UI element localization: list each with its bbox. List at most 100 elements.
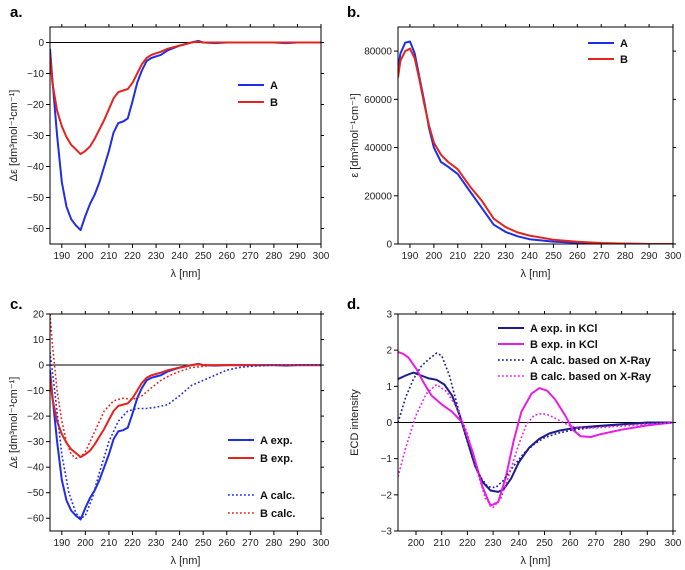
x-tick-label: 260 (218, 251, 235, 262)
legend-label: A exp. (260, 435, 293, 447)
x-tick-label: 280 (613, 538, 630, 549)
series-line-b-exp (50, 363, 321, 458)
x-tick-label: 210 (433, 538, 450, 549)
x-tick-label: 290 (289, 251, 306, 262)
y-tick-label: −50 (27, 488, 44, 499)
x-tick-label: 190 (53, 251, 70, 262)
y-tick-label: −30 (27, 437, 44, 448)
legend: A exp. B exp. A calc. B calc. (228, 435, 295, 520)
series-line-a (398, 40, 673, 244)
x-tick-label: 300 (665, 251, 682, 262)
y-tick-label: 2 (386, 346, 392, 357)
x-tick-label: 200 (77, 251, 94, 262)
x-tick-label: 260 (569, 251, 586, 262)
panel-c: c.190 200 210 220 230 240 250 260 270 280 290 30020… (8, 296, 330, 567)
legend-label: A (270, 80, 278, 92)
y-tick-label: −30 (27, 131, 44, 142)
y-tick-label: 0 (38, 361, 44, 372)
y-tick-label: 1 (386, 382, 392, 393)
y-axis-title: Δε [dm³mol⁻¹cm⁻¹] (8, 377, 20, 469)
x-tick-label: 190 (53, 538, 70, 549)
panel-a: a. 190 200 210 220 230 240 250 260 270 280 290 300 0 −… (8, 4, 330, 280)
plot-frame (397, 26, 674, 245)
x-tick-label: 260 (562, 538, 579, 549)
x-tick-label: 270 (593, 251, 610, 262)
y-tick-label: 10 (33, 335, 45, 346)
y-tick-label: −40 (27, 463, 44, 474)
x-tick-label: 200 (77, 538, 94, 549)
y-tick-label: −50 (27, 193, 44, 204)
x-tick-label: 240 (171, 251, 188, 262)
legend-label: A calc. (260, 490, 295, 502)
x-tick-label: 200 (408, 538, 425, 549)
y-tick-label: −10 (27, 69, 44, 80)
x-tick-label: 290 (289, 538, 306, 549)
x-tick-label: 220 (124, 251, 141, 262)
y-tick-label: 60000 (364, 95, 392, 106)
y-tick-label: 3 (386, 310, 392, 321)
x-tick-label: 270 (588, 538, 605, 549)
y-tick-label: −60 (27, 514, 44, 525)
x-tick-label: 260 (218, 538, 235, 549)
x-tick-label: 240 (510, 538, 527, 549)
y-tick-label: −1 (381, 454, 393, 465)
y-axis-title: Δε [dm³mol⁻¹cm⁻¹] (8, 90, 20, 182)
y-axis-title: ε [dm³mol⁻¹cm⁻¹] (349, 93, 361, 177)
x-tick-label: 200 (426, 251, 443, 262)
plot-frame (49, 313, 322, 532)
legend-label: B calc. (260, 508, 295, 520)
x-tick-label: 250 (195, 538, 212, 549)
x-tick-label: 280 (266, 251, 283, 262)
x-tick-label: 270 (242, 538, 259, 549)
x-tick-label: 280 (266, 538, 283, 549)
legend-label: A (620, 38, 628, 50)
y-tick-label: 0 (386, 418, 392, 429)
y-tick-label: 40000 (364, 143, 392, 154)
legend-label: B (270, 97, 278, 109)
panel-label: d. (347, 296, 360, 313)
legend-label: A exp. in KCl (530, 323, 597, 335)
x-tick-label: 240 (521, 251, 538, 262)
x-tick-label: 230 (485, 538, 502, 549)
x-tick-label: 210 (101, 251, 118, 262)
x-tick-label: 220 (459, 538, 476, 549)
x-tick-label: 300 (665, 538, 682, 549)
series-line-b (50, 40, 321, 156)
legend-label: B exp. in KCl (530, 339, 598, 351)
panel-label: a. (10, 4, 23, 21)
x-tick-label: 280 (617, 251, 634, 262)
y-tick-label: −20 (27, 100, 44, 111)
y-tick-label: −60 (27, 224, 44, 235)
legend-label: B exp. (260, 453, 293, 465)
x-tick-label: 220 (124, 538, 141, 549)
legend: AB (238, 80, 278, 109)
panel-label: c. (10, 296, 23, 313)
x-tick-label: 270 (242, 251, 259, 262)
x-tick-label: 300 (313, 251, 330, 262)
plot-frame (49, 26, 322, 245)
legend-label: B (620, 54, 628, 66)
x-axis-title: λ [nm] (521, 555, 551, 567)
x-tick-label: 300 (313, 538, 330, 549)
legend: AB (588, 38, 628, 66)
y-tick-label: −3 (381, 527, 393, 538)
y-tick-label: −40 (27, 162, 44, 173)
x-tick-label: 240 (171, 538, 188, 549)
y-tick-label: 0 (38, 38, 44, 49)
x-tick-label: 250 (545, 251, 562, 262)
y-tick-label: −2 (381, 490, 393, 501)
x-tick-label: 250 (536, 538, 553, 549)
series-line-b-exp-in-kcl (398, 351, 673, 507)
y-tick-label: 20 (33, 310, 45, 321)
y-tick-label: 20000 (364, 191, 392, 202)
panel-label: b. (347, 4, 360, 21)
x-tick-label: 230 (497, 251, 514, 262)
y-axis-title: ECD intensity (349, 389, 361, 456)
series-line-a-calc (50, 352, 321, 520)
x-axis-title: λ [nm] (171, 555, 201, 567)
x-tick-label: 220 (473, 251, 490, 262)
panel-b: b. 190 200 210 220 230 240 250 260 270 280 290 300 0 2… (347, 4, 682, 280)
x-tick-label: 210 (101, 538, 118, 549)
series-line-b-calc (50, 314, 321, 460)
